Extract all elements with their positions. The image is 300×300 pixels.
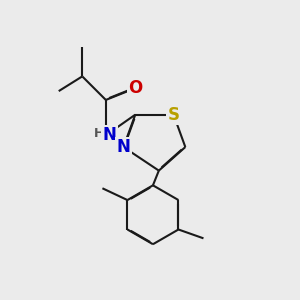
Text: O: O bbox=[128, 79, 142, 97]
Text: S: S bbox=[168, 106, 180, 124]
Text: N: N bbox=[117, 138, 130, 156]
Text: N: N bbox=[102, 126, 116, 144]
Text: H: H bbox=[94, 127, 104, 140]
